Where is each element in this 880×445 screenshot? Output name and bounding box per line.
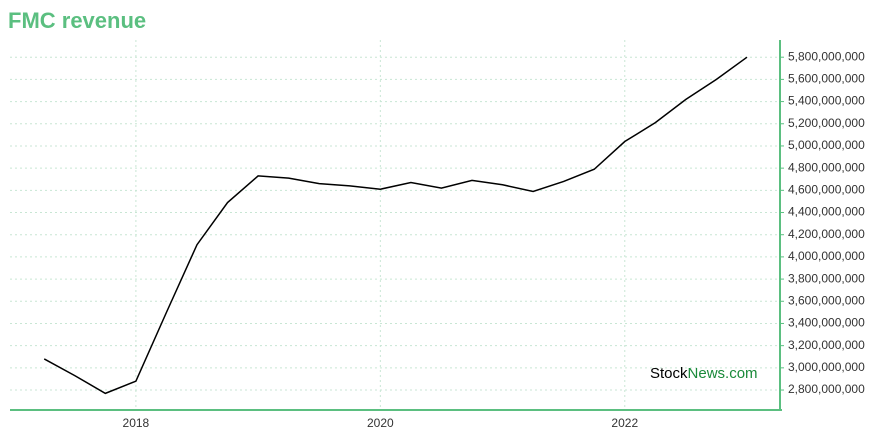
chart-title: FMC revenue: [8, 8, 146, 33]
y-tick-label: 3,600,000,000: [788, 293, 865, 307]
x-tick-label: 2022: [611, 416, 638, 430]
watermark-part: News.com: [688, 365, 758, 382]
y-tick-label: 5,800,000,000: [788, 49, 865, 63]
y-tick-label: 4,600,000,000: [788, 183, 865, 197]
y-tick-label: 3,200,000,000: [788, 338, 865, 352]
y-tick-label: 4,200,000,000: [788, 227, 865, 241]
y-tick-label: 4,000,000,000: [788, 249, 865, 263]
x-tick-label: 2018: [123, 416, 150, 430]
line-series: [43, 56, 748, 395]
y-tick-label: 3,800,000,000: [788, 271, 865, 285]
y-tick-label: 5,000,000,000: [788, 138, 865, 152]
watermark-part: Stock: [650, 365, 688, 382]
y-tick-label: 5,400,000,000: [788, 94, 865, 108]
y-tick-label: 5,200,000,000: [788, 116, 865, 130]
y-tick-label: 4,800,000,000: [788, 160, 865, 174]
x-tick-label: 2020: [367, 416, 394, 430]
y-tick-label: 5,600,000,000: [788, 72, 865, 86]
y-tick-label: 3,000,000,000: [788, 360, 865, 374]
y-tick-label: 3,400,000,000: [788, 316, 865, 330]
y-tick-label: 2,800,000,000: [788, 382, 865, 396]
watermark: StockNews.com: [650, 365, 758, 382]
y-tick-label: 4,400,000,000: [788, 205, 865, 219]
